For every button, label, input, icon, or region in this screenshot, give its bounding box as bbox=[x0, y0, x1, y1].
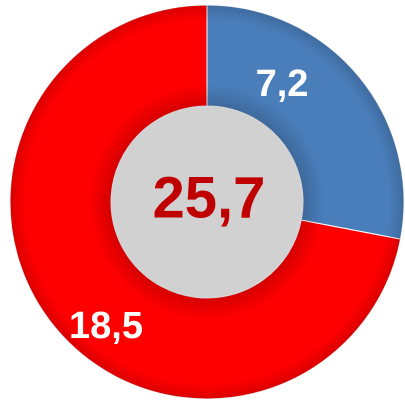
value-label: 7,2 bbox=[256, 63, 309, 105]
value-label: 18,5 bbox=[69, 305, 143, 347]
center-label: 25,7 bbox=[153, 165, 266, 230]
